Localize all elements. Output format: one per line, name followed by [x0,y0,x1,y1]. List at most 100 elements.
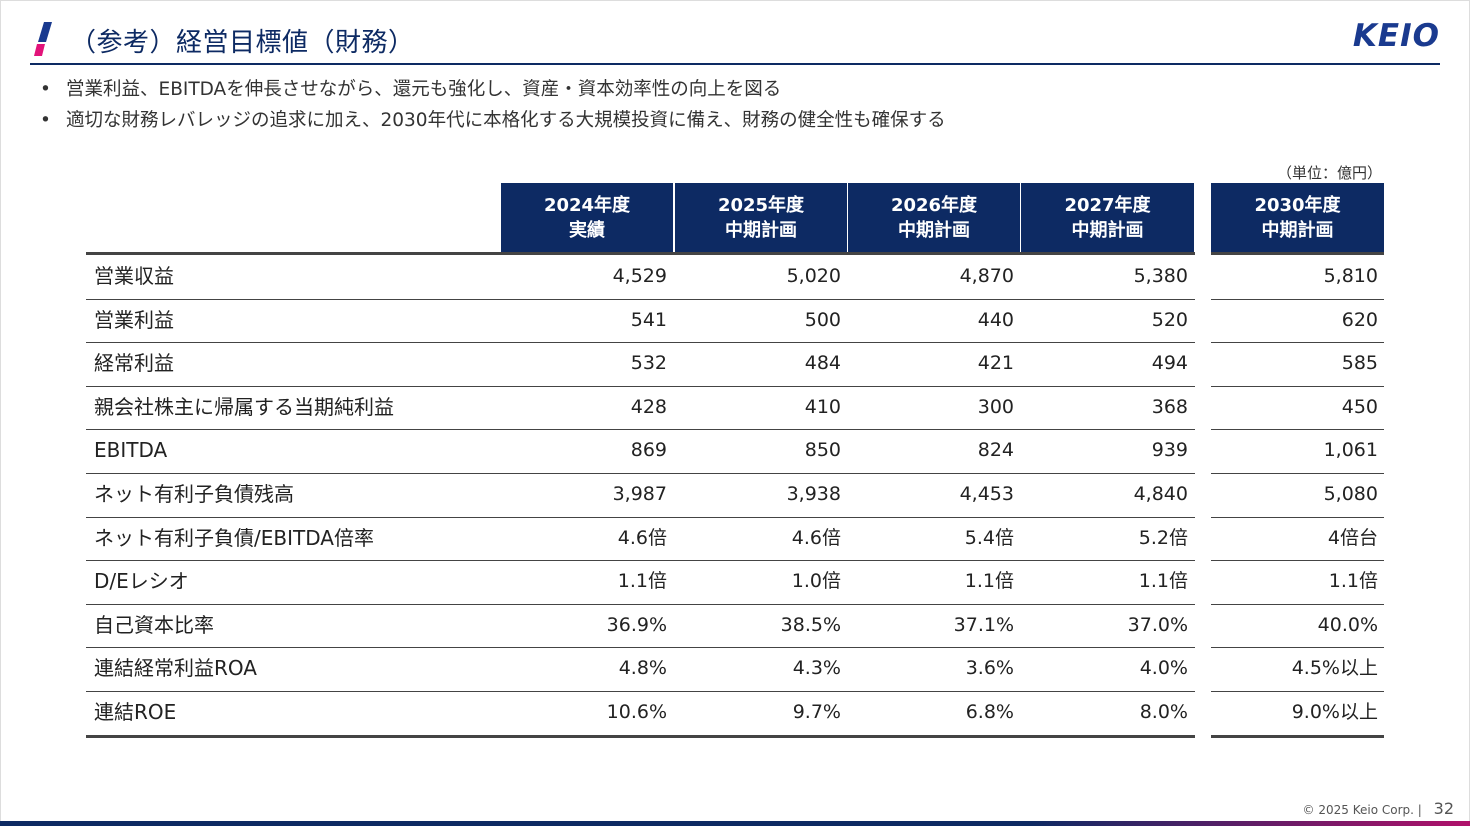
header-rule-2030 [1211,252,1384,255]
table-cell: 4,870 [959,265,1014,287]
keio-logo: KEIO [1352,18,1440,54]
footer: © 2025 Keio Corp. | 32 [1303,799,1454,818]
table-cell: 585 [1341,352,1378,375]
table-row: ネット有利子負債残高 3,987 3,938 4,453 4,840 5,080 [86,473,1384,517]
table-cell: 4,453 [959,483,1014,505]
bottom-rule [0,821,1470,826]
row-label: EBITDA [94,438,168,463]
row-divider [86,691,1195,692]
row-label: 経常利益 [94,351,174,376]
column-header-year: 2030年度 [1254,194,1341,216]
column-header-type: 実績 [569,219,605,241]
table-cell: 9.0%以上 [1291,701,1378,723]
table-cell: 5,080 [1323,483,1378,505]
table-cell: 10.6% [606,701,667,723]
table-cell: 9.7% [792,701,841,723]
page-title: （参考）経営目標値（財務） [70,28,415,58]
table-cell: 494 [1151,352,1188,375]
table-row: 自己資本比率 36.9% 38.5% 37.1% 37.0% 40.0% [86,604,1384,648]
row-divider-2030 [1211,298,1384,300]
footer-separator: | [1417,803,1422,817]
table-cell: 869 [630,439,667,462]
table-row: 営業利益 541 500 440 520 620 [86,299,1384,343]
row-divider [86,560,1195,562]
row-label: 連結経常利益ROA [94,656,257,681]
table-cell: 939 [1151,439,1188,462]
copyright-text: © 2025 Keio Corp. [1302,803,1414,817]
table-cell: 620 [1341,308,1378,331]
row-label: 営業収益 [94,264,174,288]
table-cell: 4.3% [792,657,841,680]
table-cell: 3,987 [612,483,667,505]
table-cell: 428 [630,395,667,418]
table-cell: 520 [1151,308,1188,331]
table-cell: 37.0% [1127,613,1188,636]
row-divider [86,473,1195,474]
table-cell: 5.4倍 [964,526,1014,549]
table-cell: 1.1倍 [617,570,667,593]
column-header-2: 2025年度 中期計画 [675,183,847,252]
table-row: 営業収益 4,529 5,020 4,870 5,380 5,810 [86,255,1384,299]
row-divider [86,429,1195,431]
table-cell: 5,810 [1323,265,1378,287]
table-cell: 5,380 [1133,265,1188,287]
row-label: 親会社株主に帰属する当期純利益 [94,394,394,419]
row-divider-2030 [1211,734,1384,738]
table-cell: 36.9% [606,613,667,636]
table-cell: 1.1倍 [964,570,1014,593]
slash-logo-icon [34,22,52,56]
row-divider [86,516,1195,518]
column-header-year: 2027年度 [1064,194,1151,216]
column-header-year: 2024年度 [543,194,631,216]
column-header-1: 2024年度 実績 [501,183,673,252]
column-header-5: 2030年度 中期計画 [1211,183,1384,252]
column-header-type: 中期計画 [1261,219,1334,241]
row-divider-2030 [1211,603,1384,605]
table-cell: 5,020 [786,265,841,287]
column-header-type: 中期計画 [725,219,797,241]
row-divider [86,603,1195,605]
bullet-item: • 営業利益、EBITDAを伸長させながら、還元も強化し、資産・資本効率性の向上を… [40,79,782,100]
row-label: 連結ROE [94,700,177,724]
table-row: 経常利益 532 484 421 494 585 [86,342,1384,386]
row-divider-2030 [1211,647,1384,649]
table-row: 連結経常利益ROA 4.8% 4.3% 3.6% 4.0% 4.5%以上 [86,647,1384,691]
column-header-type: 中期計画 [1071,219,1144,241]
table-cell: 532 [630,352,667,375]
column-header-year: 2025年度 [717,194,805,216]
bullet-item: • 適切な財務レバレッジの追求に加え、2030年代に本格化する大規模投資に備え、財… [40,110,946,131]
table-cell: 5.2倍 [1138,526,1188,549]
row-divider-2030 [1211,342,1384,344]
row-divider-2030 [1211,691,1384,692]
table-cell: 1.0倍 [791,570,841,593]
table-row: EBITDA 869 850 824 939 1,061 [86,429,1384,473]
bullet-text: 適切な財務レバレッジの追求に加え、2030年代に本格化する大規模投資に備え、財務… [66,110,946,131]
table-cell: 4,529 [612,265,667,287]
row-divider-2030 [1211,385,1384,387]
table-cell: 3.6% [965,657,1014,680]
row-label: ネット有利子負債残高 [94,482,294,506]
column-header-4: 2027年度 中期計画 [1021,183,1194,252]
table-cell: 4.6倍 [791,526,841,549]
table-cell: 8.0% [1139,701,1188,723]
row-divider-2030 [1211,516,1384,518]
table-cell: 824 [977,439,1014,462]
table-row: D/Eレシオ 1.1倍 1.0倍 1.1倍 1.1倍 1.1倍 [86,560,1384,604]
unit-note: （単位：億円） [1276,164,1382,182]
row-divider [86,647,1195,649]
row-label: 営業利益 [94,307,174,332]
row-label: 自己資本比率 [94,612,214,637]
table-row: 親会社株主に帰属する当期純利益 428 410 300 368 450 [86,386,1384,430]
table-cell: 1.1倍 [1138,570,1188,593]
row-divider [86,734,1195,738]
row-divider [86,385,1195,387]
table-cell: 40.0% [1317,613,1378,636]
column-header-year: 2026年度 [890,194,978,216]
summary-bullets: • 営業利益、EBITDAを伸長させながら、還元も強化し、資産・資本効率性の向上を… [40,74,946,136]
table-cell: 4,840 [1133,483,1188,505]
table-cell: 4倍台 [1327,526,1378,549]
row-divider-2030 [1211,429,1384,431]
table-cell: 4.5%以上 [1291,657,1378,680]
table-cell: 850 [804,439,841,462]
row-divider-2030 [1211,473,1384,474]
